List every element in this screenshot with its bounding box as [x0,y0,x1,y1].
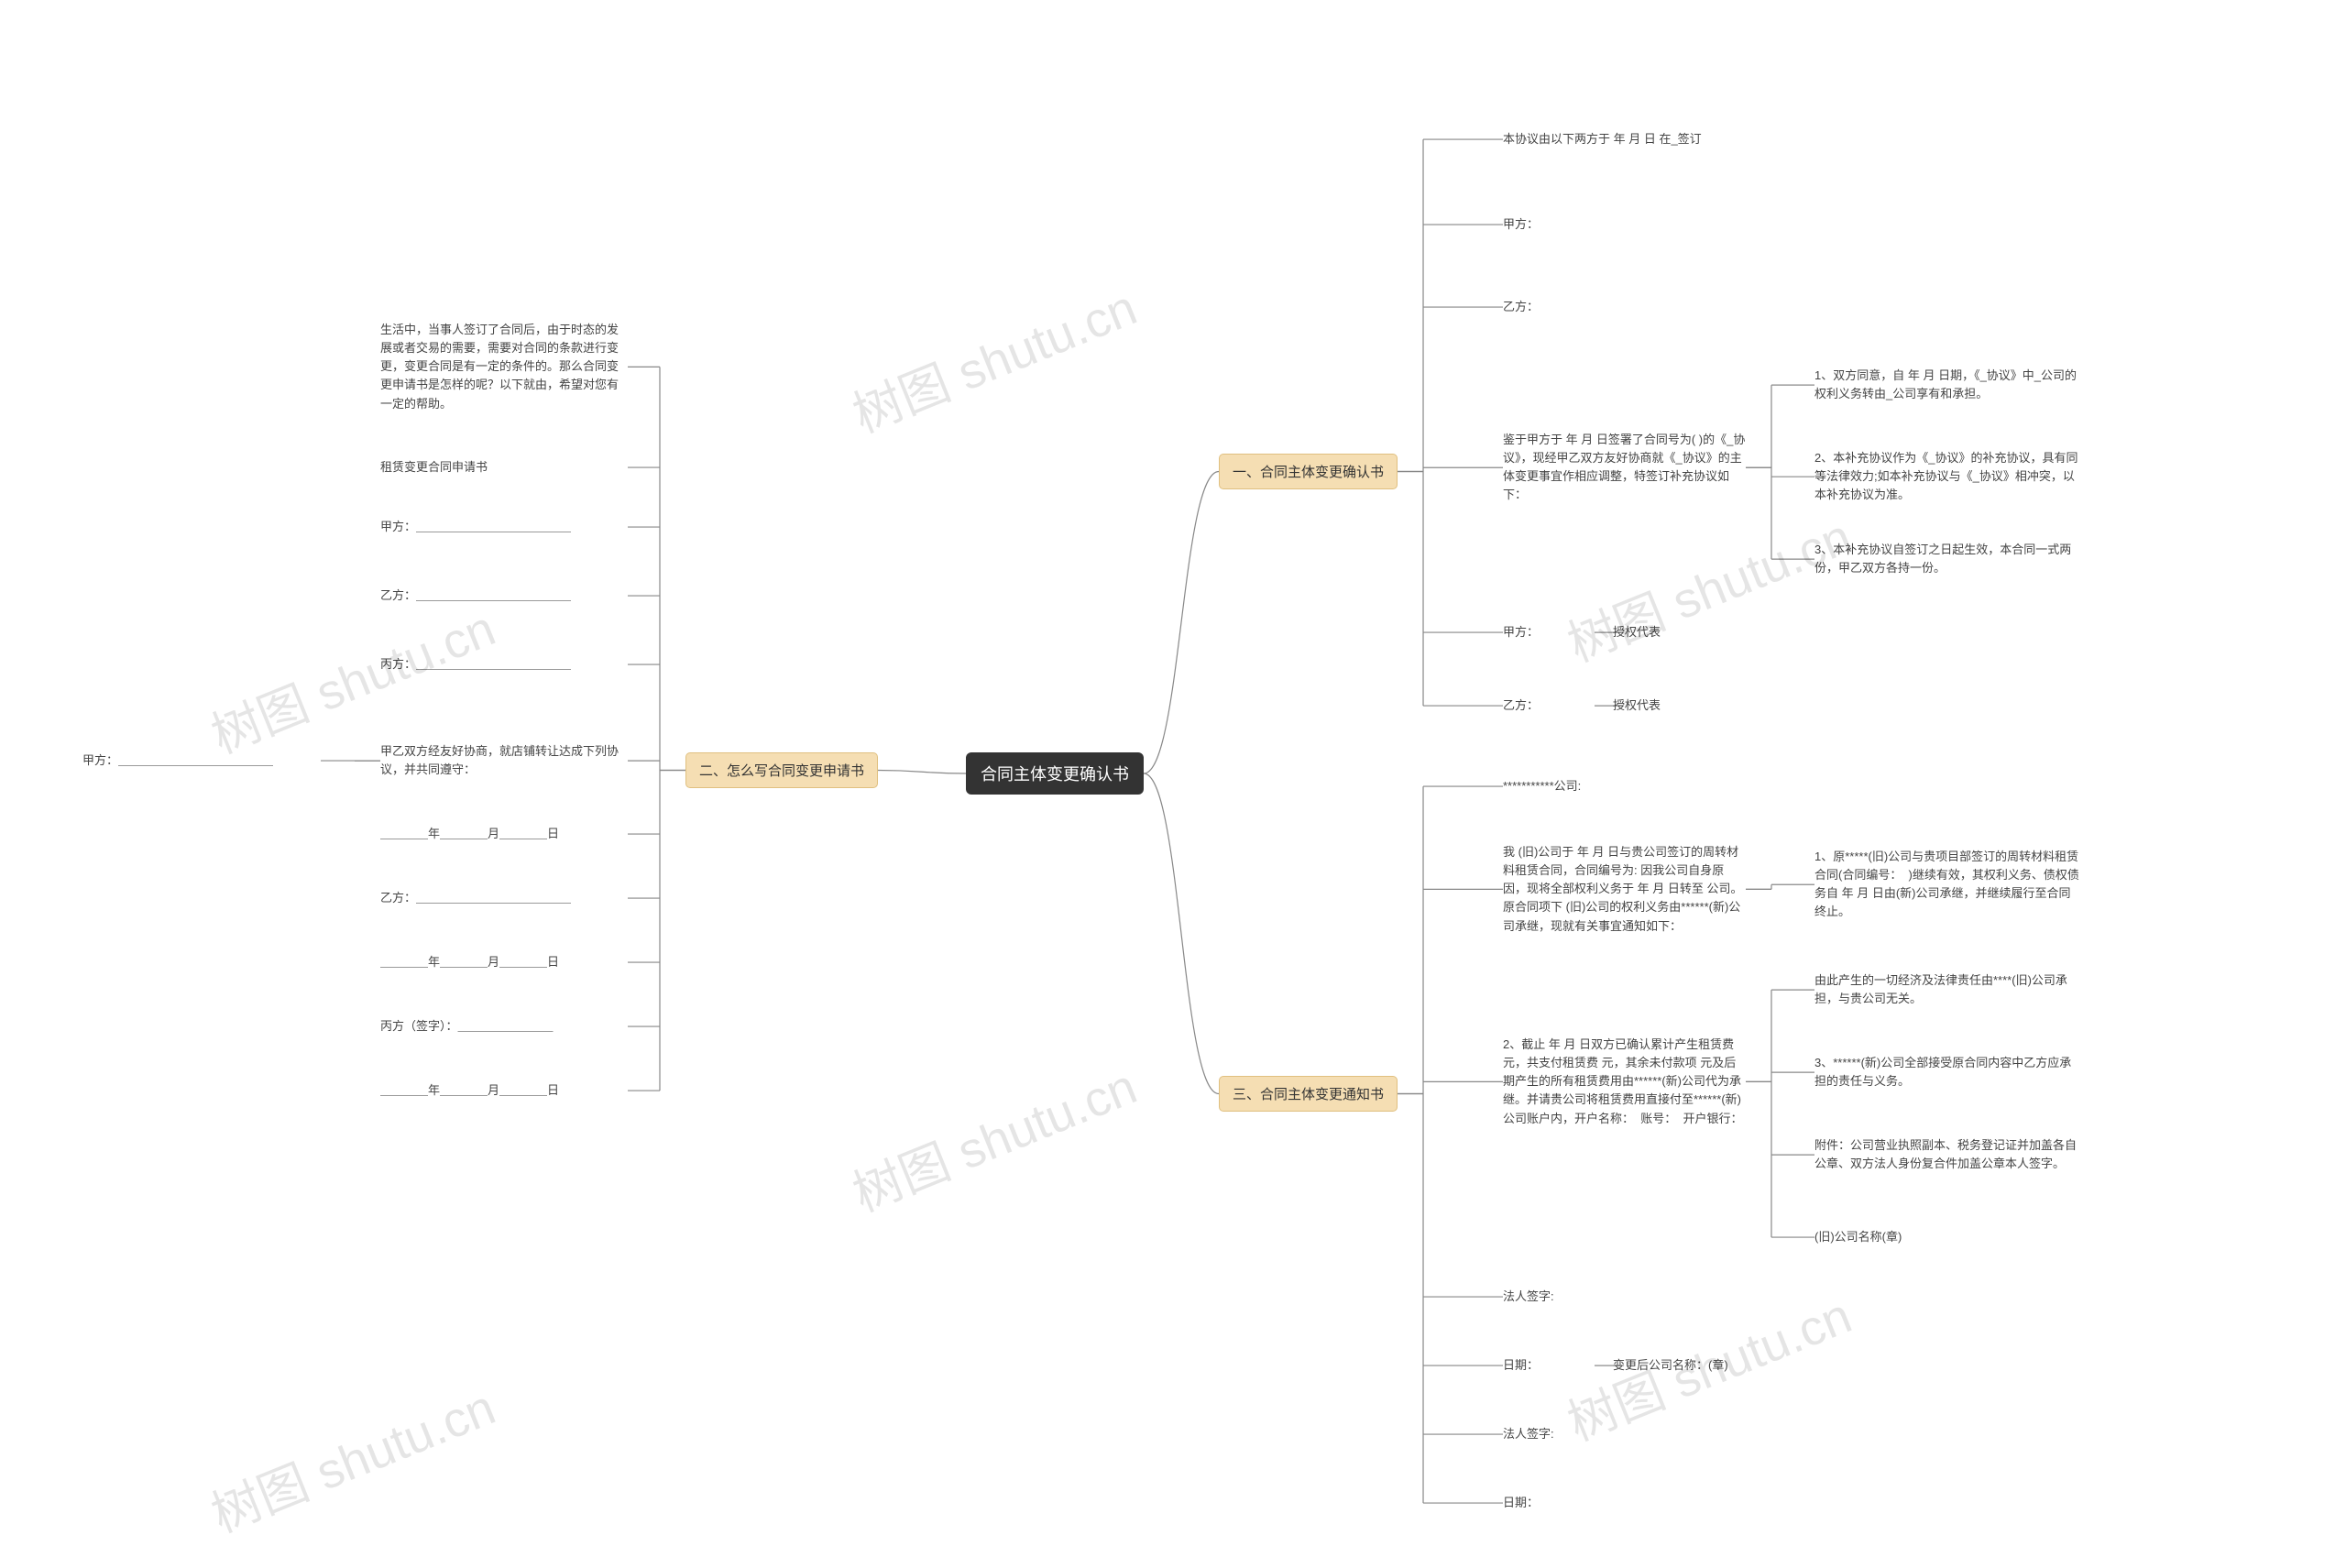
leaf-node: 本协议由以下两方于 年 月 日 在_签订 [1503,130,1760,148]
leaf-node: 授权代表 [1613,696,1723,715]
main-branch-1: 一、合同主体变更确认书 [1219,454,1398,489]
leaf-node: 3、******(新)公司全部接受原合同内容中乙方应承担的责任与义务。 [1814,1054,2080,1091]
leaf-node: (旧)公司名称(章) [1814,1228,2080,1246]
watermark: 树图 shutu.cn [1555,497,1860,676]
leaf-node: 日期： [1503,1356,1595,1375]
leaf-node: 乙方：＿＿＿＿＿＿＿＿＿＿＿＿＿ [380,889,628,907]
watermark: 树图 shutu.cn [840,1047,1146,1226]
leaf-node: 乙方：＿＿＿＿＿＿＿＿＿＿＿＿＿ [380,587,628,605]
leaf-node: 甲方：＿＿＿＿＿＿＿＿＿＿＿＿＿ [82,751,321,770]
leaf-node: 2、截止 年 月 日双方已确认累计产生租赁费 元，共支付租赁费 元，其余未付款项… [1503,1036,1746,1128]
leaf-node: 甲方： [1503,623,1595,641]
main-branch-3: 三、合同主体变更通知书 [1219,1076,1398,1112]
leaf-node: 1、原*****(旧)公司与贵项目部签订的周转材料租赁合同(合同编号： )继续有… [1814,848,2080,922]
leaf-node: 丙方（签字）：＿＿＿＿＿＿＿＿ [380,1017,628,1036]
leaf-node: 甲方： [1503,215,1686,234]
leaf-node: 丙方：＿＿＿＿＿＿＿＿＿＿＿＿＿ [380,655,628,674]
root-node: 合同主体变更确认书 [966,752,1144,795]
leaf-node: ***********公司: [1503,777,1741,795]
leaf-node: ＿＿＿＿年＿＿＿＿月＿＿＿＿日 [380,1081,628,1100]
leaf-node: 3、本补充协议自签订之日起生效，本合同一式两份，甲乙双方各持一份。 [1814,541,2080,577]
leaf-node: 日期： [1503,1494,1741,1512]
leaf-node: 生活中，当事人签订了合同后，由于时态的发展或者交易的需要，需要对合同的条款进行变… [380,321,628,413]
leaf-node: ＿＿＿＿年＿＿＿＿月＿＿＿＿日 [380,953,628,971]
leaf-node: 法人签字: [1503,1288,1741,1306]
watermark: 树图 shutu.cn [199,1367,504,1547]
leaf-node: 授权代表 [1613,623,1723,641]
leaf-node: 1、双方同意，自 年 月 日期，《_协议》中_公司的权利义务转由_公司享有和承担… [1814,367,2080,403]
watermark: 树图 shutu.cn [199,588,504,768]
leaf-node: 2、本补充协议作为《_协议》的补充协议，具有同等法律效力;如本补充协议与《_协议… [1814,449,2080,504]
leaf-node: 乙方： [1503,696,1595,715]
leaf-node: 变更后公司名称：(章) [1613,1356,1796,1375]
leaf-node: 鉴于甲方于 年 月 日签署了合同号为( )的《_协议》，现经甲乙双方友好协商就《… [1503,431,1746,505]
leaf-node: 乙方： [1503,298,1686,316]
leaf-node: 甲乙双方经友好协商，就店铺转让达成下列协议，并共同遵守： [380,742,628,779]
watermark: 树图 shutu.cn [840,268,1146,447]
leaf-node: 法人签字: [1503,1425,1741,1443]
leaf-node: 我 (旧)公司于 年 月 日与贵公司签订的周转材料租赁合同，合同编号为: 因我公… [1503,843,1746,936]
leaf-node: ＿＿＿＿年＿＿＿＿月＿＿＿＿日 [380,825,628,843]
leaf-node: 由此产生的一切经济及法律责任由****(旧)公司承担，与贵公司无关。 [1814,971,2080,1008]
leaf-node: 租赁变更合同申请书 [380,458,628,477]
main-branch-2: 二、怎么写合同变更申请书 [685,752,878,788]
leaf-node: 甲方：＿＿＿＿＿＿＿＿＿＿＿＿＿ [380,518,628,536]
leaf-node: 附件：公司营业执照副本、税务登记证并加盖各自公章、双方法人身份复合件加盖公章本人… [1814,1136,2080,1173]
mindmap-edges [0,0,2346,1568]
